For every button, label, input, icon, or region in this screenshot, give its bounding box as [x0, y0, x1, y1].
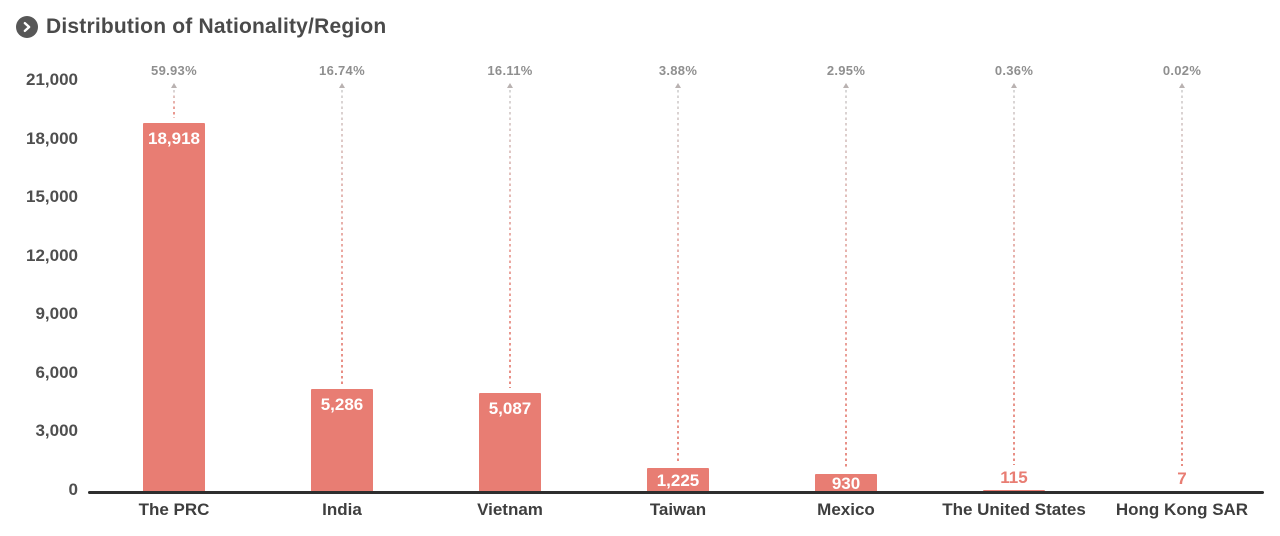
bar-vietnam	[479, 392, 541, 494]
bar-percent-label: 16.74%	[319, 63, 365, 78]
x-axis-label-taiwan: Taiwan	[649, 500, 707, 519]
bar-value-label: 5,286	[320, 394, 364, 414]
bar-value-label: 5,087	[488, 398, 532, 418]
leader-arrow-icon	[843, 83, 849, 88]
leader-line	[509, 90, 511, 388]
y-axis-tick-label: 6,000	[35, 362, 78, 382]
leader-line	[1181, 90, 1183, 466]
leader-line	[677, 90, 679, 464]
leader-arrow-icon	[675, 83, 681, 88]
bar-percent-label: 59.93%	[151, 63, 197, 78]
y-axis-tick-label: 21,000	[26, 70, 78, 89]
leader-arrow-icon	[1179, 83, 1185, 88]
bar-percent-label: 16.11%	[487, 63, 533, 78]
x-axis-label-the-united-states: The United States	[942, 500, 1086, 519]
x-axis-label-india: India	[322, 500, 362, 519]
y-axis-tick-label: 9,000	[35, 304, 78, 324]
bar-the-prc	[143, 122, 205, 494]
y-axis-tick-label: 18,000	[26, 128, 78, 148]
bar-value-label: 18,918	[148, 128, 200, 148]
x-axis-label-vietnam: Vietnam	[477, 500, 543, 519]
bar-value-label: 7	[1177, 468, 1187, 488]
chart-title: Distribution of Nationality/Region	[46, 15, 387, 38]
bar-india	[311, 388, 373, 494]
bar-percent-label: 3.88%	[658, 63, 698, 78]
leader-arrow-icon	[1011, 83, 1017, 88]
bar-mexico	[815, 473, 877, 494]
bar-taiwan	[647, 468, 709, 494]
leader-arrow-icon	[507, 83, 513, 88]
chevron-right-circle-icon	[16, 16, 38, 38]
leader-arrow-icon	[171, 83, 177, 88]
leader-line	[341, 90, 343, 384]
bar-percent-label: 0.36%	[994, 63, 1034, 78]
bar-value-label: 115	[1000, 467, 1028, 487]
x-axis-label-hong-kong-sar: Hong Kong SAR	[1115, 500, 1249, 519]
y-axis-tick-label: 15,000	[26, 187, 78, 207]
leader-arrow-icon	[339, 83, 345, 88]
leader-line	[845, 90, 847, 469]
leader-line	[173, 90, 175, 118]
leader-line	[1013, 90, 1015, 465]
x-axis-label-the-prc: The PRC	[138, 500, 210, 519]
bar-value-label: 930	[831, 473, 861, 493]
bar-value-label: 1,225	[656, 471, 700, 491]
bar-percent-label: 2.95%	[826, 63, 866, 78]
y-axis-tick-label: 3,000	[35, 421, 78, 441]
x-axis-line	[88, 491, 1264, 494]
chart-header: Distribution of Nationality/Region	[16, 14, 386, 40]
y-axis-tick-label: 12,000	[26, 245, 78, 265]
bar-percent-label: 0.02%	[1162, 63, 1202, 78]
y-axis-tick-label: 0	[68, 480, 78, 499]
x-axis-label-mexico: Mexico	[817, 500, 875, 519]
